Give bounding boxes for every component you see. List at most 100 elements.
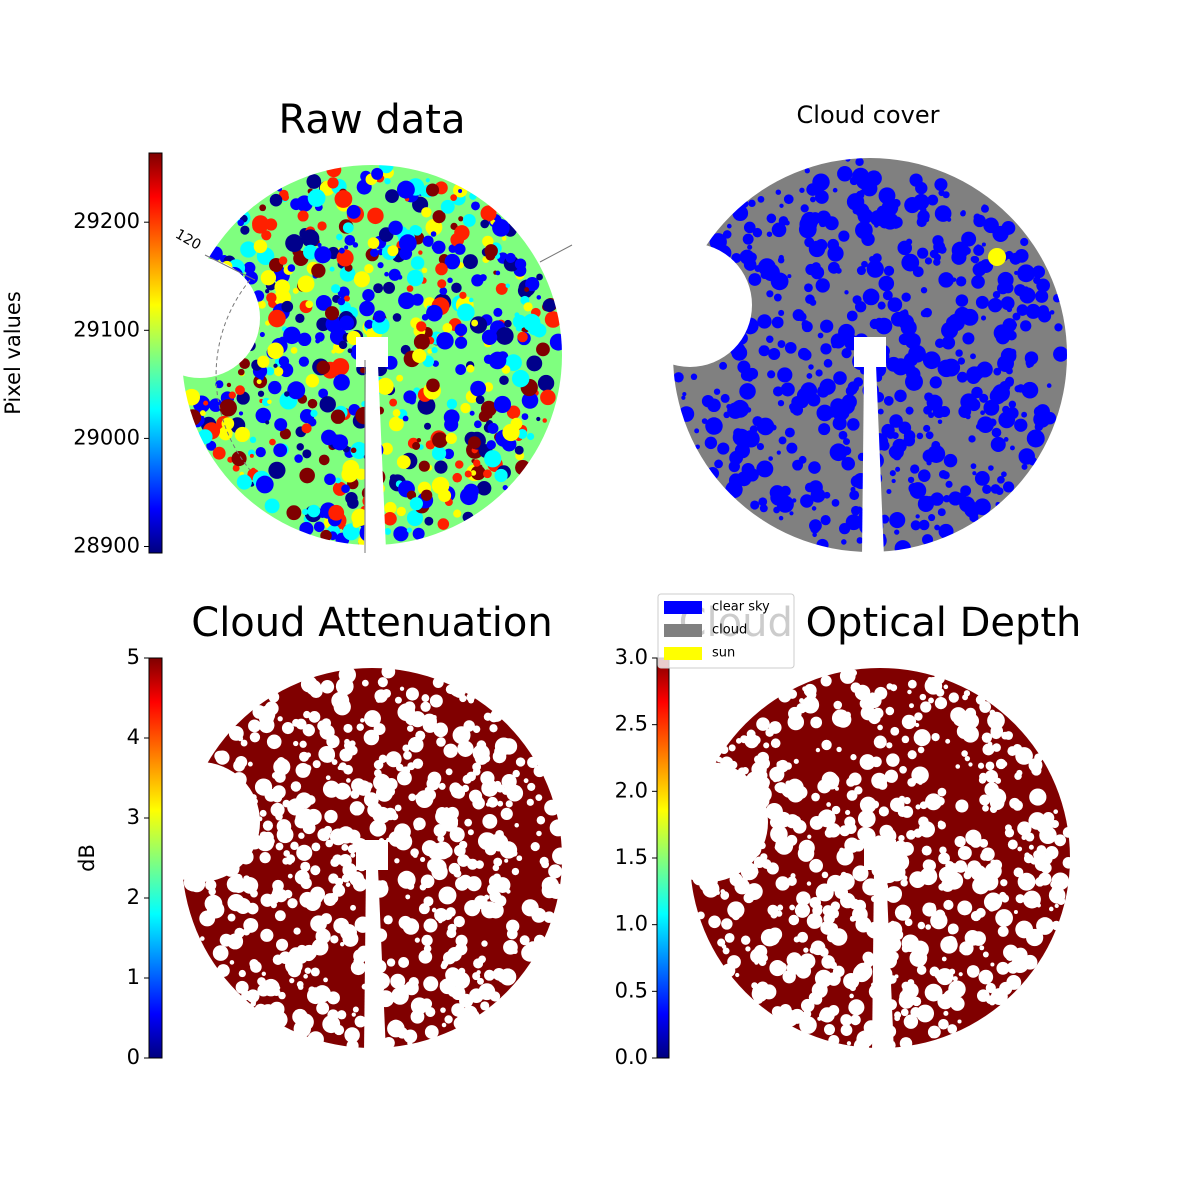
texture-blob [928,412,935,419]
texture-blob [190,339,206,354]
texture-blob [681,395,686,400]
texture-blob [1020,320,1032,332]
texture-blob [539,856,549,866]
texture-blob [826,802,831,807]
texture-blob [999,981,1013,996]
texture-blob [768,456,773,461]
texture-blob [442,323,453,333]
texture-blob [794,902,811,918]
texture-blob [298,832,305,839]
texture-blob [412,758,424,769]
texture-blob [889,470,896,477]
texture-blob [317,828,331,842]
texture-blob [678,406,695,422]
texture-blob [839,668,856,684]
texture-blob [335,477,341,484]
texture-blob [187,807,192,812]
texture-blob [947,313,965,332]
texture-blob [820,343,832,355]
texture-blob [305,300,314,309]
texture-blob [255,446,266,458]
texture-blob [885,894,893,902]
texture-blob [422,235,434,247]
texture-blob [249,732,261,743]
texture-blob [459,840,468,850]
texture-blob [458,189,463,194]
texture-blob [360,718,365,723]
texture-blob [432,677,444,688]
texture-blob [924,392,934,402]
texture-blob [433,824,447,837]
texture-blob [314,246,332,264]
texture-blob [439,844,453,858]
texture-blob [918,519,930,531]
texture-blob [702,287,719,304]
texture-blob [454,225,470,241]
texture-blob [502,423,520,442]
texture-blob [421,840,438,857]
texture-blob [311,263,326,278]
texture-blob [807,834,812,839]
texture-blob [432,240,446,254]
texture-blob [861,180,878,197]
texture-blob [240,739,248,747]
texture-blob [225,837,241,852]
texture-blob [1013,910,1018,915]
colorbar-tick-label: 5 [127,645,140,669]
legend-label: clear sky [712,600,770,615]
texture-blob [318,454,330,466]
texture-blob [690,298,703,310]
texture-blob [269,193,283,207]
texture-blob [790,815,802,827]
texture-blob [432,210,446,224]
texture-blob [929,376,942,389]
colorbar-tick-label: 29200 [73,209,140,233]
texture-blob [535,794,543,802]
texture-blob [420,856,426,863]
texture-blob [855,203,870,218]
texture-blob [419,883,427,891]
texture-blob [803,683,817,697]
texture-blob [879,824,894,839]
texture-blob [806,373,813,379]
texture-blob [789,904,795,911]
texture-blob [316,1001,330,1015]
texture-blob [426,304,443,322]
texture-blob [319,396,336,413]
texture-blob [542,298,556,312]
texture-blob [728,772,741,785]
texture-blob [342,222,354,234]
texture-blob [841,539,847,545]
texture-blob [438,782,446,790]
texture-blob [323,977,328,983]
texture-blob [720,341,732,352]
texture-blob [702,880,720,898]
texture-blob [526,798,534,806]
texture-blob [526,355,543,372]
texture-blob [496,784,505,793]
texture-blob [828,1005,840,1017]
texture-blob [206,440,217,451]
texture-blob [249,436,257,444]
texture-blob [408,793,417,802]
texture-blob [779,203,784,208]
texture-blob [396,506,406,517]
texture-blob [969,512,979,523]
texture-blob [888,446,900,457]
texture-blob [716,315,726,326]
texture-blob [413,822,423,831]
texture-blob [421,998,433,1010]
texture-blob [1000,296,1015,311]
texture-blob [447,923,457,933]
texture-blob [421,207,432,218]
texture-blob [982,951,989,958]
texture-blob [911,766,929,784]
texture-blob [901,735,910,744]
texture-blob [424,789,436,801]
texture-blob [757,751,769,764]
texture-blob [955,799,969,813]
texture-blob [407,736,424,753]
texture-blob [962,694,969,701]
texture-blob [290,841,299,851]
texture-blob [278,991,286,1000]
